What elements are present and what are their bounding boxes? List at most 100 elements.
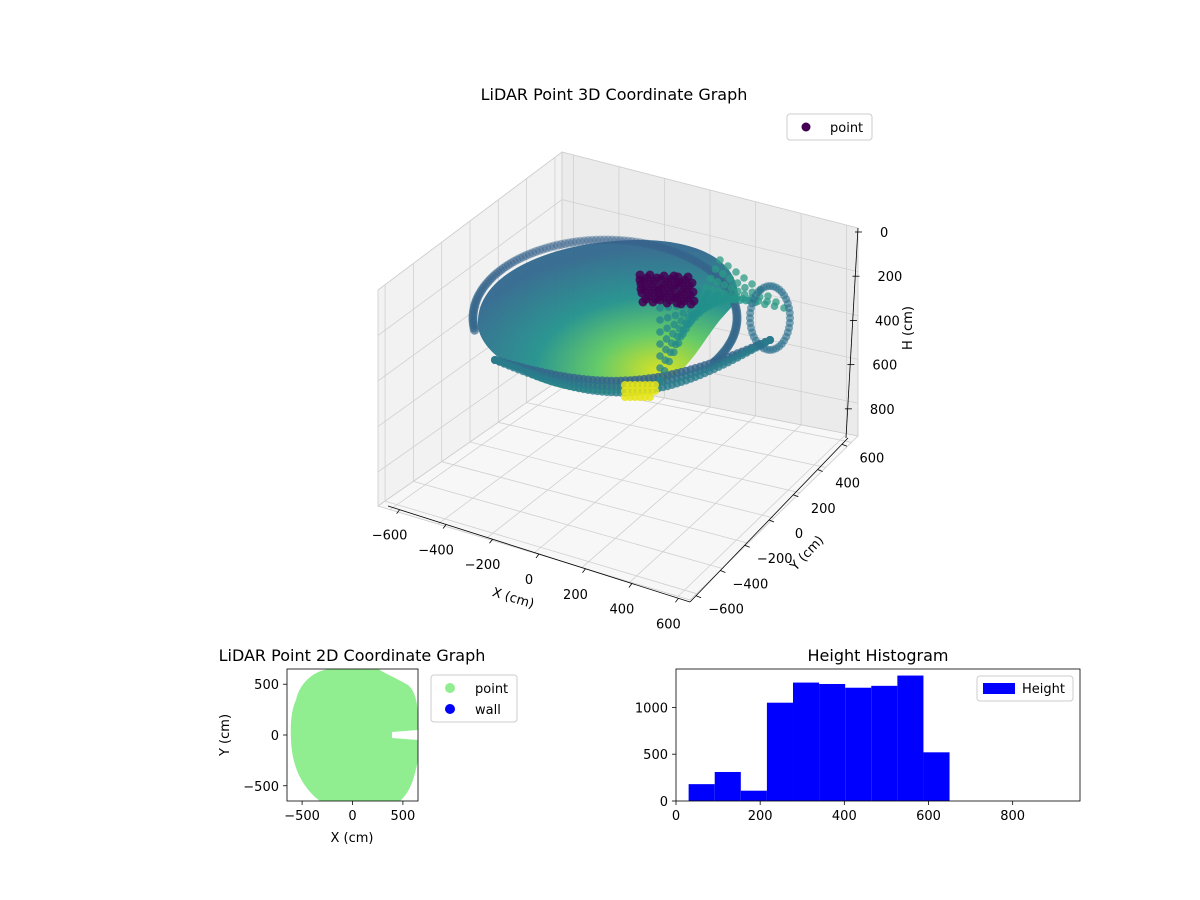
cloud-point <box>684 313 693 322</box>
cloud-point <box>611 235 621 245</box>
cloud-point <box>587 235 597 245</box>
histogram-bars <box>688 675 950 801</box>
legend-2d-label-wall: wall <box>475 703 501 718</box>
cloud-point <box>568 237 578 247</box>
cloud-point <box>653 282 663 292</box>
x-axis-label-3d: X (cm) <box>490 585 536 612</box>
cloud-point <box>670 320 678 329</box>
cloud-point <box>635 238 645 248</box>
grid-line-y <box>441 461 749 544</box>
cloud-point <box>656 376 664 384</box>
y-axis-label-3d: Y (cm) <box>787 533 827 575</box>
cloud-point <box>671 311 680 320</box>
scatter-3d-chart: LiDAR Point 3D Coordinate Graph −600 −400… <box>372 85 916 632</box>
cloud-point <box>703 289 712 298</box>
y-tick-mark-3d <box>768 519 775 523</box>
histogram-y-tick-label: 0 <box>660 795 668 810</box>
scatter-2d-points <box>290 669 418 801</box>
cloud-point <box>646 240 656 250</box>
cloud-point <box>716 256 724 264</box>
cloud-point <box>571 237 582 247</box>
cloud-point <box>538 244 548 254</box>
z-tick-label-3d: 600 <box>872 359 897 374</box>
x-tick-label-3d: 0 <box>525 573 533 588</box>
cloud-point <box>646 393 654 401</box>
z-tick-label-3d: 800 <box>870 403 895 418</box>
cloud-point <box>564 238 574 248</box>
cloud-point <box>627 237 637 247</box>
cloud-point <box>552 240 562 250</box>
z-tick-label-3d: 400 <box>875 314 900 329</box>
grid-line-y <box>526 402 826 468</box>
cloud-point <box>579 236 589 246</box>
cloud-point <box>673 277 683 287</box>
cloud-point <box>727 284 735 293</box>
cloud-point <box>679 309 687 317</box>
cloud-point <box>732 295 741 303</box>
histogram-y-tick-label: 1000 <box>635 701 668 716</box>
cloud-point <box>713 277 722 286</box>
x-tick-mark-3d <box>396 509 400 514</box>
cloud-point <box>681 251 691 261</box>
legend-2d: point wall <box>430 674 518 723</box>
cloud-point <box>664 245 674 255</box>
legend-3d: point <box>786 113 873 141</box>
z-axis-label-3d: H (cm) <box>901 306 916 350</box>
cloud-point <box>556 239 566 249</box>
cloud-point <box>663 324 671 333</box>
cloud-point <box>674 248 684 259</box>
legend-histogram-label: Height <box>1022 682 1065 697</box>
cloud-point <box>654 291 664 301</box>
y-tick-mark-3d <box>744 544 750 548</box>
x-tick-label-2d: 500 <box>390 809 415 824</box>
histogram-y-ticks: 0 500 1000 <box>635 701 676 810</box>
y-ticks-2d: −500 0 500 <box>243 678 287 795</box>
cloud-point <box>662 335 671 343</box>
cloud-point <box>656 328 664 336</box>
x-tick-label-3d: −200 <box>465 558 501 573</box>
cloud-point <box>591 235 601 245</box>
cloud-point <box>723 293 731 301</box>
legend-histogram-box <box>976 675 1074 702</box>
cloud-point <box>657 243 667 253</box>
histogram-bar <box>819 683 846 801</box>
cloud-point <box>656 364 664 372</box>
y-tick-mark-3d <box>793 494 799 498</box>
cloud-point <box>545 242 555 252</box>
cloud-point <box>678 250 688 260</box>
grid-line-y <box>498 421 800 494</box>
y-tick-label-2d: 0 <box>271 729 279 744</box>
y-axis-label-2d: Y (cm) <box>218 714 233 757</box>
x-tick-label-3d: −600 <box>372 529 408 544</box>
grid-line-z <box>377 199 859 336</box>
legend-2d-marker-wall <box>445 704 455 714</box>
histogram-x-ticks: 0 200 400 600 800 <box>672 801 1025 824</box>
cloud-point <box>534 245 545 255</box>
cloud-point <box>512 255 522 265</box>
legend-2d-label-point: point <box>475 682 508 697</box>
z-axis-line <box>845 227 859 439</box>
cloud-point <box>651 387 659 395</box>
cloud-point <box>615 235 625 246</box>
cloud-point <box>595 235 605 245</box>
cloud-point <box>662 345 670 354</box>
cloud-point <box>740 274 748 282</box>
cloud-point <box>748 280 756 288</box>
y-tick-mark-3d <box>720 570 726 573</box>
cloud-point <box>619 236 629 246</box>
legend-3d-label-point: point <box>830 121 863 136</box>
y-tick-label-3d: −400 <box>733 577 769 592</box>
scatter-2d-chart: LiDAR Point 2D Coordinate Graph −500 0 500… <box>218 646 518 846</box>
cloud-point <box>515 253 525 263</box>
histogram-frame <box>675 668 1081 802</box>
cloud-point <box>671 289 681 299</box>
cloud-point <box>656 316 664 324</box>
x-tick-label-3d: 600 <box>656 617 681 632</box>
x-tick-mark-3d <box>675 598 679 603</box>
x-tick-label-2d: 0 <box>348 809 356 824</box>
cloud-point <box>720 281 729 289</box>
cloud-point <box>549 241 559 251</box>
cloud-point <box>521 250 531 261</box>
x-tick-label-3d: 200 <box>563 588 588 603</box>
legend-2d-marker-point <box>445 683 455 693</box>
